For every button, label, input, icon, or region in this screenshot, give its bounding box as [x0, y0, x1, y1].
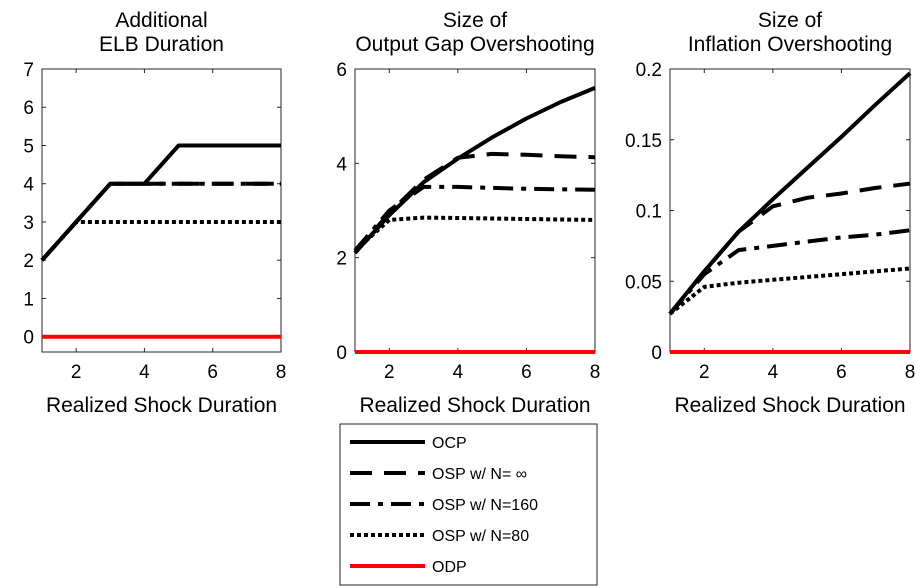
series-line-dashed	[668, 181, 911, 316]
legend-label: OSP w/ N= ∞	[432, 466, 527, 483]
x-tick-label: 2	[384, 362, 395, 383]
series-line-solid	[353, 86, 596, 255]
legend-item: ODP	[350, 559, 467, 576]
y-tick-label: 0	[23, 328, 34, 349]
panel-title: Inflation Overshooting	[688, 33, 892, 56]
x-tick-label: 6	[836, 362, 847, 383]
series-line-dotted	[668, 266, 911, 316]
x-tick-label: 4	[453, 362, 464, 383]
series-line-dotted	[40, 220, 281, 262]
x-tick-label: 6	[521, 362, 532, 383]
series-line-dashed	[353, 151, 596, 255]
x-tick-label: 4	[768, 362, 779, 383]
x-tick-label: 4	[139, 362, 150, 383]
x-tick-label: 2	[699, 362, 710, 383]
y-tick-label: 1	[23, 289, 34, 310]
legend-item: OSP w/ N= ∞	[350, 466, 527, 483]
y-tick-label: 0.2	[636, 60, 662, 81]
legend-label: ODP	[432, 559, 467, 576]
y-tick-label: 6	[23, 98, 34, 119]
y-tick-label: 2	[23, 251, 34, 272]
series-line-dashdot	[668, 228, 911, 316]
series-line-solid	[668, 71, 912, 316]
y-tick-label: 0.15	[625, 131, 662, 152]
panel-title: ELB Duration	[99, 33, 224, 56]
panel-title: Size of	[443, 9, 507, 32]
legend-label: OCP	[432, 435, 467, 452]
x-axis-label: Realized Shock Duration	[674, 394, 905, 417]
y-tick-label: 3	[23, 213, 34, 234]
y-tick-label: 0	[651, 343, 662, 364]
series-line-dashdot	[353, 184, 596, 252]
panel-title: Size of	[758, 9, 822, 32]
series-line-dashdot	[40, 181, 281, 262]
y-tick-label: 4	[23, 175, 34, 196]
panel-title: Output Gap Overshooting	[355, 33, 594, 56]
panel-title: Additional	[115, 9, 207, 32]
legend-label: OSP w/ N=80	[432, 528, 529, 545]
y-tick-label: 4	[336, 154, 347, 175]
legend-item: OSP w/ N=160	[350, 497, 538, 514]
y-tick-label: 2	[336, 249, 347, 270]
x-axis-label: Realized Shock Duration	[359, 394, 590, 417]
x-tick-label: 6	[207, 362, 218, 383]
legend-item: OCP	[350, 435, 467, 452]
axes-box	[669, 68, 911, 353]
x-tick-label: 8	[590, 362, 601, 383]
y-tick-label: 0.05	[625, 272, 662, 293]
series-line-solid	[40, 143, 281, 262]
x-tick-label: 2	[71, 362, 82, 383]
legend-item: OSP w/ N=80	[350, 528, 529, 545]
axes-box	[41, 68, 282, 353]
series-line-dotted	[353, 215, 596, 253]
y-tick-label: 5	[23, 136, 34, 157]
legend: OCP OSP w/ N= ∞ OSP w/ N=160 OSP w/ N=80 ODP	[339, 423, 598, 586]
y-tick-label: 7	[23, 60, 34, 81]
y-tick-label: 0	[336, 343, 347, 364]
legend-label: OSP w/ N=160	[432, 497, 538, 514]
y-tick-label: 6	[336, 60, 347, 81]
x-tick-label: 8	[276, 362, 287, 383]
x-tick-label: 8	[905, 362, 915, 383]
x-axis-label: Realized Shock Duration	[46, 394, 277, 417]
y-tick-label: 0.1	[636, 202, 662, 223]
